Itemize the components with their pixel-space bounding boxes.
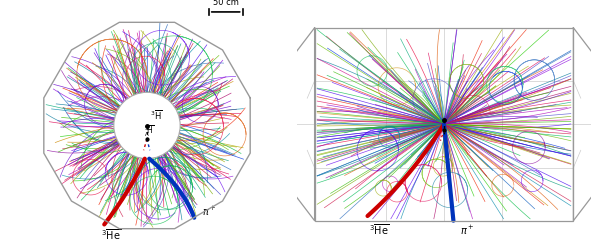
Text: $^3_\Lambda\!\overline{\rm H}$: $^3_\Lambda\!\overline{\rm H}$ bbox=[144, 123, 154, 138]
Text: $^3\overline{\rm H}$: $^3\overline{\rm H}$ bbox=[150, 108, 162, 122]
Text: $\pi^+$: $\pi^+$ bbox=[460, 223, 475, 236]
Bar bbox=[314, 29, 574, 221]
Circle shape bbox=[114, 93, 180, 159]
Text: $^3\overline{\rm He}$: $^3\overline{\rm He}$ bbox=[369, 221, 389, 236]
Text: $^3\overline{\rm He}$: $^3\overline{\rm He}$ bbox=[101, 227, 121, 241]
Text: 50 cm: 50 cm bbox=[213, 0, 239, 7]
Text: $\pi^+$: $\pi^+$ bbox=[202, 205, 216, 217]
